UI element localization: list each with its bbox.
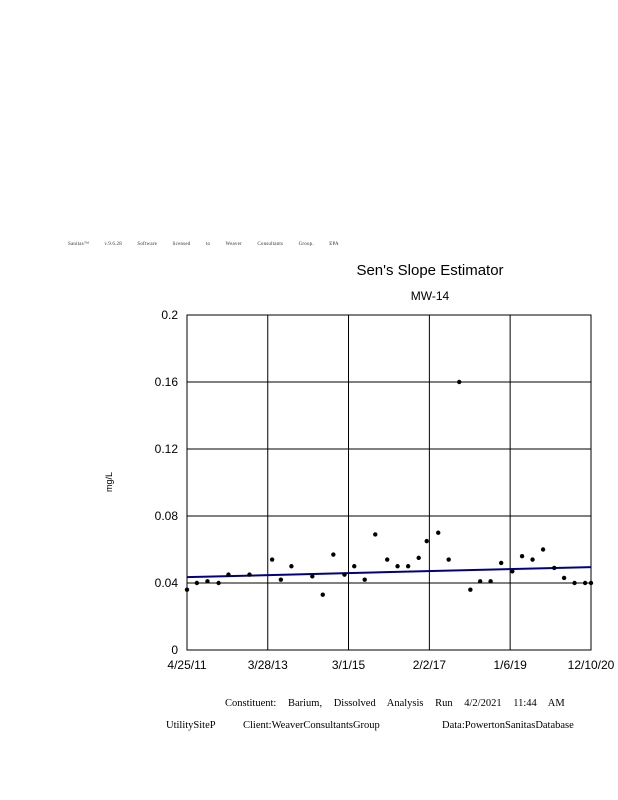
data-point [572, 580, 577, 586]
chart-title: Sen's Slope Estimator [356, 262, 504, 279]
trend-line-group [186, 566, 592, 579]
grid-lines [187, 315, 591, 650]
x-tick-label: 3/28/13 [248, 658, 288, 672]
data-point [477, 579, 483, 584]
data-point [530, 557, 535, 562]
chart-subtitle: MW-14 [410, 289, 450, 303]
footer-constituent-line: Constituent: Barium, Dissolved Analysis … [225, 698, 565, 709]
data-point [510, 569, 515, 574]
data-point [362, 577, 367, 582]
data-point [205, 579, 210, 584]
y-tick-label: 0.2 [161, 308, 178, 322]
plot-frame [186, 314, 592, 651]
y-axis-label: mg/L [104, 472, 114, 492]
sens-slope-trend-line [186, 566, 592, 579]
footer-site: UtilitySiteP [166, 720, 216, 731]
data-point [342, 572, 347, 577]
data-point [416, 555, 421, 561]
data-point [424, 538, 429, 544]
data-point [540, 547, 546, 552]
data-point [436, 530, 441, 535]
x-tick-label: 12/10/20 [568, 658, 615, 672]
data-point [289, 564, 294, 569]
data-point [226, 572, 231, 577]
footer-source-line: UtilitySiteP Client:WeaverConsultantsGrou… [166, 720, 574, 731]
data-point [352, 564, 357, 569]
data-point [582, 580, 588, 586]
x-tick-label: 1/6/19 [493, 658, 527, 672]
data-point [498, 560, 504, 566]
data-point [519, 554, 525, 559]
data-points [184, 379, 594, 597]
y-tick-labels: 0 0.04 0.08 0.12 0.16 0.2 [155, 308, 179, 657]
y-tick-label: 0.16 [155, 375, 179, 389]
data-point [468, 587, 473, 592]
x-tick-labels: 4/25/11 3/28/13 3/1/15 2/2/17 1/6/19 12/10/20 [167, 658, 614, 672]
data-point [373, 532, 378, 537]
footer-database: Data:PowertonSanitasDatabase [442, 720, 574, 731]
data-point [278, 577, 284, 582]
data-point [194, 580, 200, 586]
data-point [457, 379, 462, 385]
data-point [310, 574, 315, 579]
y-tick-label: 0.04 [155, 576, 179, 590]
data-point [561, 575, 567, 581]
data-point [331, 552, 336, 557]
data-point [247, 572, 252, 577]
data-point [216, 580, 221, 586]
data-point [395, 564, 400, 569]
data-point [588, 580, 594, 586]
y-tick-label: 0 [171, 643, 178, 657]
data-point [405, 564, 411, 569]
x-tick-label: 3/1/15 [332, 658, 366, 672]
x-tick-label: 2/2/17 [413, 658, 447, 672]
data-point [488, 579, 493, 584]
footer-client: Client:WeaverConsultantsGroup [243, 720, 380, 731]
data-point [385, 557, 390, 562]
data-point [184, 587, 190, 592]
data-point [446, 557, 451, 562]
data-point [320, 592, 325, 597]
data-point [552, 565, 557, 571]
y-tick-label: 0.08 [155, 509, 179, 523]
x-tick-label: 4/25/11 [167, 658, 206, 672]
y-tick-label: 0.12 [155, 442, 179, 456]
data-point [269, 557, 275, 562]
license-notice: Sanitas™ v.9.6.28 Software licensed to W… [68, 242, 339, 247]
